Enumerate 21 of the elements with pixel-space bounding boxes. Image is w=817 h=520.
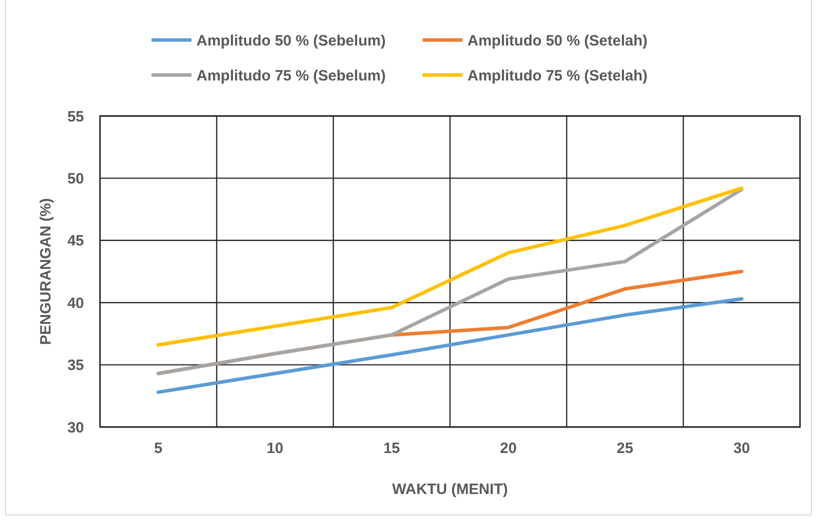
y-tick-label: 40 xyxy=(67,294,84,312)
legend-label: Amplitudo 50 % (Setelah) xyxy=(468,32,648,50)
y-tick-label: 30 xyxy=(67,419,84,436)
legend-label: Amplitudo 50 % (Sebelum) xyxy=(196,32,386,50)
y-tick-label: 50 xyxy=(67,170,84,188)
x-tick-label: 25 xyxy=(616,440,634,457)
x-axis-title: WAKTU (MENIT) xyxy=(392,481,508,498)
legend-label: Amplitudo 75 % (Setelah) xyxy=(468,67,648,84)
line-series xyxy=(156,188,744,376)
y-tick-label: 55 xyxy=(67,108,84,126)
x-tick-label: 10 xyxy=(266,440,284,457)
y-tick-label: 45 xyxy=(67,232,84,250)
legend-label: Amplitudo 75 % (Sebelum) xyxy=(196,67,386,84)
x-tick-label: 20 xyxy=(500,440,517,457)
y-axis-title: PENGURANGAN (%) xyxy=(37,198,54,345)
x-tick-label: 30 xyxy=(733,440,750,457)
y-tick-label: 35 xyxy=(67,357,84,374)
line-series xyxy=(156,297,744,394)
x-tick-label: 5 xyxy=(154,440,163,457)
line-series xyxy=(156,186,744,347)
x-tick-label: 15 xyxy=(383,440,400,457)
